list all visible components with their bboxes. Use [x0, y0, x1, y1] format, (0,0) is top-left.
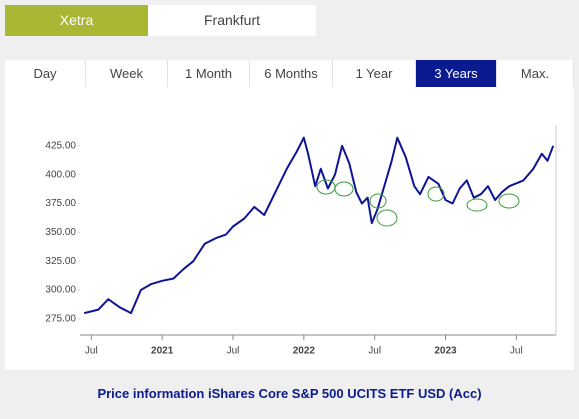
- highlight-circles: [316, 179, 520, 227]
- highlight: [334, 181, 354, 197]
- highlight: [427, 186, 445, 202]
- chart: 275.00 300.00 325.00 350.00 375.00 400.00 425.…: [5, 87, 574, 370]
- highlight: [498, 193, 520, 209]
- x-tick-label: 2022: [293, 346, 316, 357]
- x-tick-label: Jul: [368, 346, 381, 357]
- period-tab[interactable]: 3 Years: [416, 60, 497, 87]
- highlight: [376, 209, 398, 227]
- y-tick-label: 300.00: [45, 285, 76, 296]
- highlight: [369, 193, 387, 209]
- y-tick-label: 400.00: [45, 169, 76, 180]
- exchange-tab[interactable]: Frankfurt: [148, 5, 316, 36]
- exchange-tab[interactable]: Xetra: [5, 5, 148, 36]
- period-tab[interactable]: 6 Months: [250, 60, 333, 87]
- y-tick-label: 375.00: [45, 198, 76, 209]
- y-tick-label: 275.00: [45, 313, 76, 324]
- y-tick-label: 325.00: [45, 256, 76, 267]
- x-tick-label: 2021: [151, 346, 174, 357]
- period-tab[interactable]: Week: [86, 60, 168, 87]
- x-tick-label: 2023: [434, 346, 457, 357]
- period-tab[interactable]: 1 Year: [333, 60, 416, 87]
- x-tick-label: Jul: [510, 346, 523, 357]
- x-tick-label: Jul: [227, 346, 240, 357]
- period-tab[interactable]: Day: [5, 60, 86, 87]
- price-line: [83, 136, 555, 315]
- y-tick-label: 425.00: [45, 140, 76, 151]
- period-tab[interactable]: 1 Month: [168, 60, 250, 87]
- period-tab[interactable]: Max.: [497, 60, 574, 87]
- highlight: [466, 198, 488, 212]
- y-tick-label: 350.00: [45, 227, 76, 238]
- x-tick-label: Jul: [85, 346, 98, 357]
- chart-title: Price information iShares Core S&P 500 U…: [97, 386, 482, 401]
